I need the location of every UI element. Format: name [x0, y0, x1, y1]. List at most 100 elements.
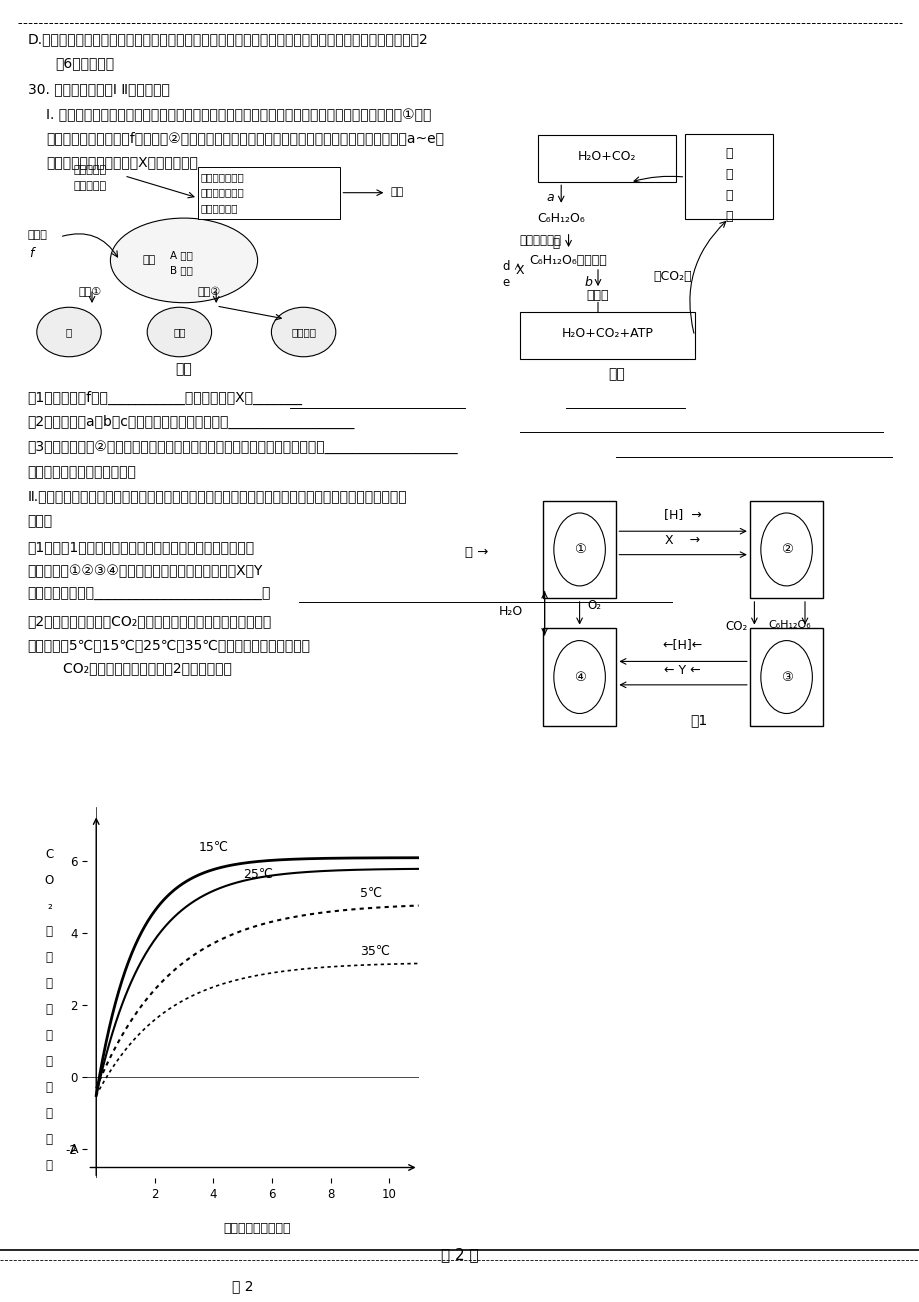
Text: ←[H]←: ←[H]←: [662, 638, 702, 651]
Text: 5℃: 5℃: [359, 887, 381, 900]
Text: 15℃: 15℃: [199, 841, 229, 854]
FancyBboxPatch shape: [538, 135, 675, 182]
Text: 示不同的生理作用过程，X表示某物质。: 示不同的生理作用过程，X表示某物质。: [46, 155, 198, 169]
Text: 质的多种酶）: 质的多种酶）: [200, 203, 238, 214]
Text: （CO₂）: （CO₂）: [652, 270, 691, 283]
Text: 胰腺: 胰腺: [391, 187, 403, 198]
Text: 图乙: 图乙: [607, 367, 624, 381]
Text: ①: ①: [573, 543, 584, 556]
Text: [H]  →: [H] →: [663, 508, 701, 521]
Text: 30. 请分析回答下面Ⅰ Ⅱ两个小题：: 30. 请分析回答下面Ⅰ Ⅱ两个小题：: [28, 82, 169, 96]
Text: （2）图乙中，a、b、c表示的生理作用过程依次是__________________: （2）图乙中，a、b、c表示的生理作用过程依次是________________…: [28, 415, 355, 430]
Text: 境: 境: [724, 210, 732, 223]
Text: c: c: [584, 309, 590, 322]
Text: 光 →: 光 →: [464, 546, 487, 559]
Text: Ⅰ. 下面图甲表示胰岛素与胰高血糖素在调节葡萄糖代谢中的相互关系，当血糖浓度降低时，激素①分泌: Ⅰ. 下面图甲表示胰岛素与胰高血糖素在调节葡萄糖代谢中的相互关系，当血糖浓度降低…: [46, 108, 431, 122]
Text: 人: 人: [551, 237, 559, 250]
Text: H₂O: H₂O: [498, 605, 522, 618]
FancyBboxPatch shape: [542, 501, 616, 599]
Text: CO₂: CO₂: [724, 620, 746, 633]
Text: A 细胞: A 细胞: [170, 250, 193, 260]
Text: （1）右图1为小麦叶肉细胞内某些代谢过程中物质变化的示: （1）右图1为小麦叶肉细胞内某些代谢过程中物质变化的示: [28, 540, 255, 555]
Text: ）: ）: [46, 1159, 52, 1172]
Text: 值: 值: [46, 1133, 52, 1146]
Text: 35℃: 35℃: [359, 945, 390, 958]
FancyBboxPatch shape: [519, 312, 694, 359]
Ellipse shape: [147, 307, 211, 357]
Ellipse shape: [37, 307, 101, 357]
Text: CO₂的吸收速率，得到如图2所示的结果。: CO₂的吸收速率，得到如图2所示的结果。: [28, 661, 232, 676]
Text: 激素②: 激素②: [198, 286, 221, 297]
Text: B 细胞: B 细胞: [170, 266, 193, 276]
Text: 和6代表类似。: 和6代表类似。: [55, 56, 114, 70]
Text: 食物（淀粉）: 食物（淀粉）: [519, 234, 562, 247]
Text: 吸: 吸: [46, 952, 52, 965]
Text: 的: 的: [46, 926, 52, 939]
Text: 胰泡（分泌消化: 胰泡（分泌消化: [200, 172, 244, 182]
Text: 产量。: 产量。: [28, 514, 52, 529]
Text: 肝: 肝: [66, 327, 72, 337]
FancyBboxPatch shape: [198, 167, 340, 219]
Text: O₂: O₂: [586, 599, 600, 612]
Ellipse shape: [110, 217, 257, 303]
Text: X: X: [515, 264, 523, 277]
Text: H₂O+CO₂+ATP: H₂O+CO₂+ATP: [561, 327, 652, 340]
FancyBboxPatch shape: [542, 629, 616, 727]
Text: （1）图甲中的f表示___________作用，图乙中X是_______: （1）图甲中的f表示___________作用，图乙中X是_______: [28, 391, 302, 405]
Text: 图 2: 图 2: [232, 1280, 254, 1293]
Text: O: O: [45, 874, 54, 887]
Text: ④: ④: [573, 671, 584, 684]
Text: 速: 速: [46, 1004, 52, 1016]
Text: Ⅱ.小麦是我国重要的粮食作物，对小麦的结构、生理过程和育种的研究有利于指导农业生产、提高粮食: Ⅱ.小麦是我国重要的粮食作物，对小麦的结构、生理过程和育种的研究有利于指导农业生…: [28, 490, 407, 504]
Text: ③: ③: [780, 671, 791, 684]
Text: 环: 环: [724, 189, 732, 202]
Text: D.在玻璃容器中放养大草履虫和小草履虫后，小草履虫数量增加，大草履虫减少，其种间关系与图中曲线2: D.在玻璃容器中放养大草履虫和小草履虫后，小草履虫数量增加，大草履虫减少，其种间…: [28, 33, 428, 47]
Text: f: f: [29, 247, 34, 260]
Text: 丙酮酸: 丙酮酸: [586, 289, 608, 302]
Text: 收: 收: [46, 978, 52, 991]
Text: 蛋白质、糖等物: 蛋白质、糖等物: [200, 187, 244, 198]
Text: 低血糖: 低血糖: [28, 230, 48, 241]
Text: 图甲: 图甲: [176, 362, 192, 376]
Text: 胰岛: 胰岛: [142, 255, 155, 266]
Text: a: a: [546, 191, 553, 204]
Text: 第 2 页: 第 2 页: [441, 1247, 478, 1263]
Text: 对: 对: [46, 1107, 52, 1120]
Text: C₆H₁₂O₆: C₆H₁₂O₆: [537, 212, 584, 225]
Text: e: e: [502, 276, 509, 289]
Ellipse shape: [271, 307, 335, 357]
Text: 25℃: 25℃: [243, 867, 272, 880]
FancyBboxPatch shape: [749, 501, 823, 599]
Text: 分别保持在5℃、15℃、25℃和35℃下，改变光照强度，测定: 分别保持在5℃、15℃、25℃和35℃下，改变光照强度，测定: [28, 638, 311, 652]
Text: 肠激素分泌: 肠激素分泌: [74, 181, 107, 191]
Text: 激素①: 激素①: [78, 286, 101, 297]
Text: （: （: [46, 1055, 52, 1068]
Text: b: b: [584, 276, 592, 289]
Text: 机: 机: [724, 168, 732, 181]
Text: （2）将小麦植株置于CO₂浓度适宜、水分充足的环境中，温度: （2）将小麦植株置于CO₂浓度适宜、水分充足的环境中，温度: [28, 615, 271, 629]
Text: A: A: [70, 1143, 78, 1156]
Text: 相: 相: [46, 1081, 52, 1094]
Text: 量增加并通过生理过程f影响激素②的分泌。图乙为碳在无机环境、植物、动物体内的变化情况。a~e表: 量增加并通过生理过程f影响激素②的分泌。图乙为碳在无机环境、植物、动物体内的变化…: [46, 132, 444, 146]
Text: d: d: [502, 260, 509, 273]
Text: 光照强度（相对值）: 光照强度（相对值）: [223, 1223, 290, 1236]
Text: C₆H₁₂O₆: C₆H₁₂O₆: [767, 620, 810, 630]
Text: 全部组织: 全部组织: [290, 327, 316, 337]
Text: 意图，其中①②③④分别表示不同的生理过程，图中X、Y: 意图，其中①②③④分别表示不同的生理过程，图中X、Y: [28, 564, 263, 578]
Text: 分别代表的物质是________________________。: 分别代表的物质是________________________。: [28, 587, 271, 602]
Text: ₂: ₂: [47, 900, 51, 913]
Text: 无: 无: [724, 147, 732, 160]
Text: ②: ②: [780, 543, 791, 556]
Text: 图1: 图1: [690, 713, 707, 728]
Text: （3）图甲中激素②的分泌受多种因素的影响，除了血糖直接影响外，还有来自___________________: （3）图甲中激素②的分泌受多种因素的影响，除了血糖直接影响外，还有来自_____…: [28, 440, 458, 454]
Text: C₆H₁₂O₆（血糖）: C₆H₁₂O₆（血糖）: [529, 254, 607, 267]
Text: C: C: [45, 848, 53, 861]
Text: 率: 率: [46, 1029, 52, 1042]
Text: X    →: X →: [664, 534, 699, 547]
Text: ← Y ←: ← Y ←: [664, 664, 700, 677]
Text: 和胃肠激素三个方面的调节。: 和胃肠激素三个方面的调节。: [28, 465, 136, 479]
FancyBboxPatch shape: [749, 629, 823, 727]
Text: H₂O+CO₂: H₂O+CO₂: [577, 150, 636, 163]
FancyBboxPatch shape: [685, 134, 772, 219]
Text: 肌肉: 肌肉: [173, 327, 186, 337]
